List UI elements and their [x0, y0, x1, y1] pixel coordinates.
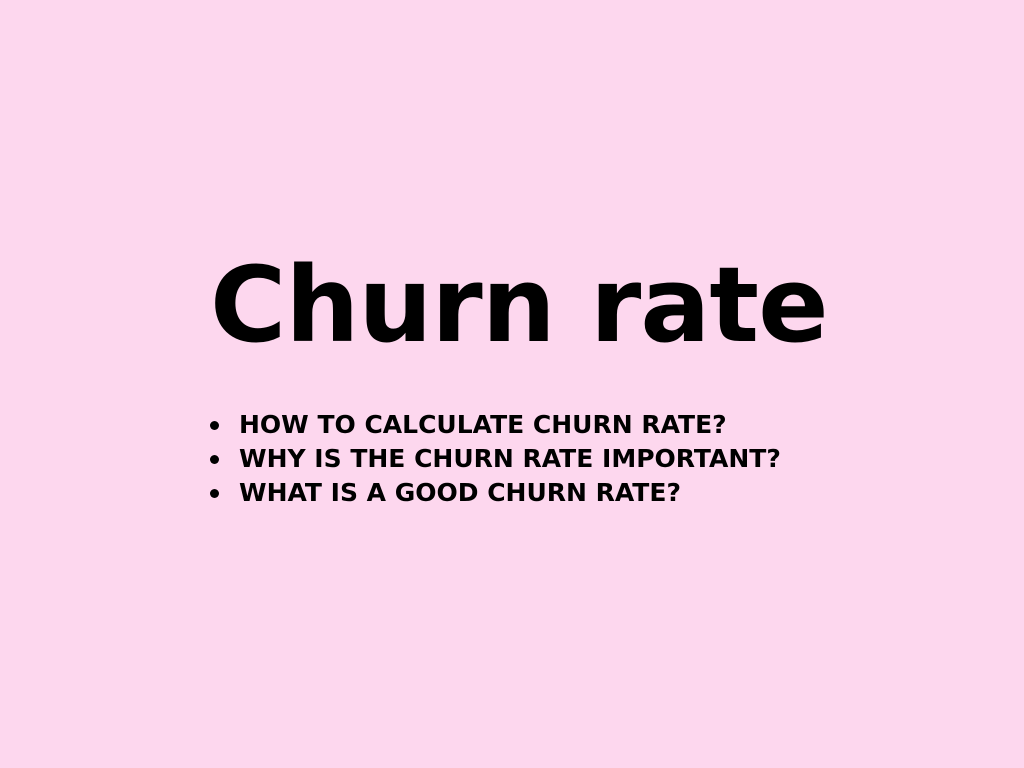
bullet-icon [210, 488, 219, 498]
list-item: WHAT IS A GOOD CHURN RATE? [210, 476, 781, 510]
list-item: WHY IS THE CHURN RATE IMPORTANT? [210, 442, 781, 476]
list-item: HOW TO CALCULATE CHURN RATE? [210, 408, 781, 442]
page-title: Churn rate [210, 244, 829, 366]
bullet-icon [210, 454, 219, 464]
list-item-text: WHY IS THE CHURN RATE IMPORTANT? [239, 444, 781, 473]
list-item-text: HOW TO CALCULATE CHURN RATE? [239, 410, 727, 439]
bullet-list: HOW TO CALCULATE CHURN RATE? WHY IS THE … [210, 408, 781, 510]
bullet-icon [210, 420, 219, 430]
list-item-text: WHAT IS A GOOD CHURN RATE? [239, 478, 681, 507]
